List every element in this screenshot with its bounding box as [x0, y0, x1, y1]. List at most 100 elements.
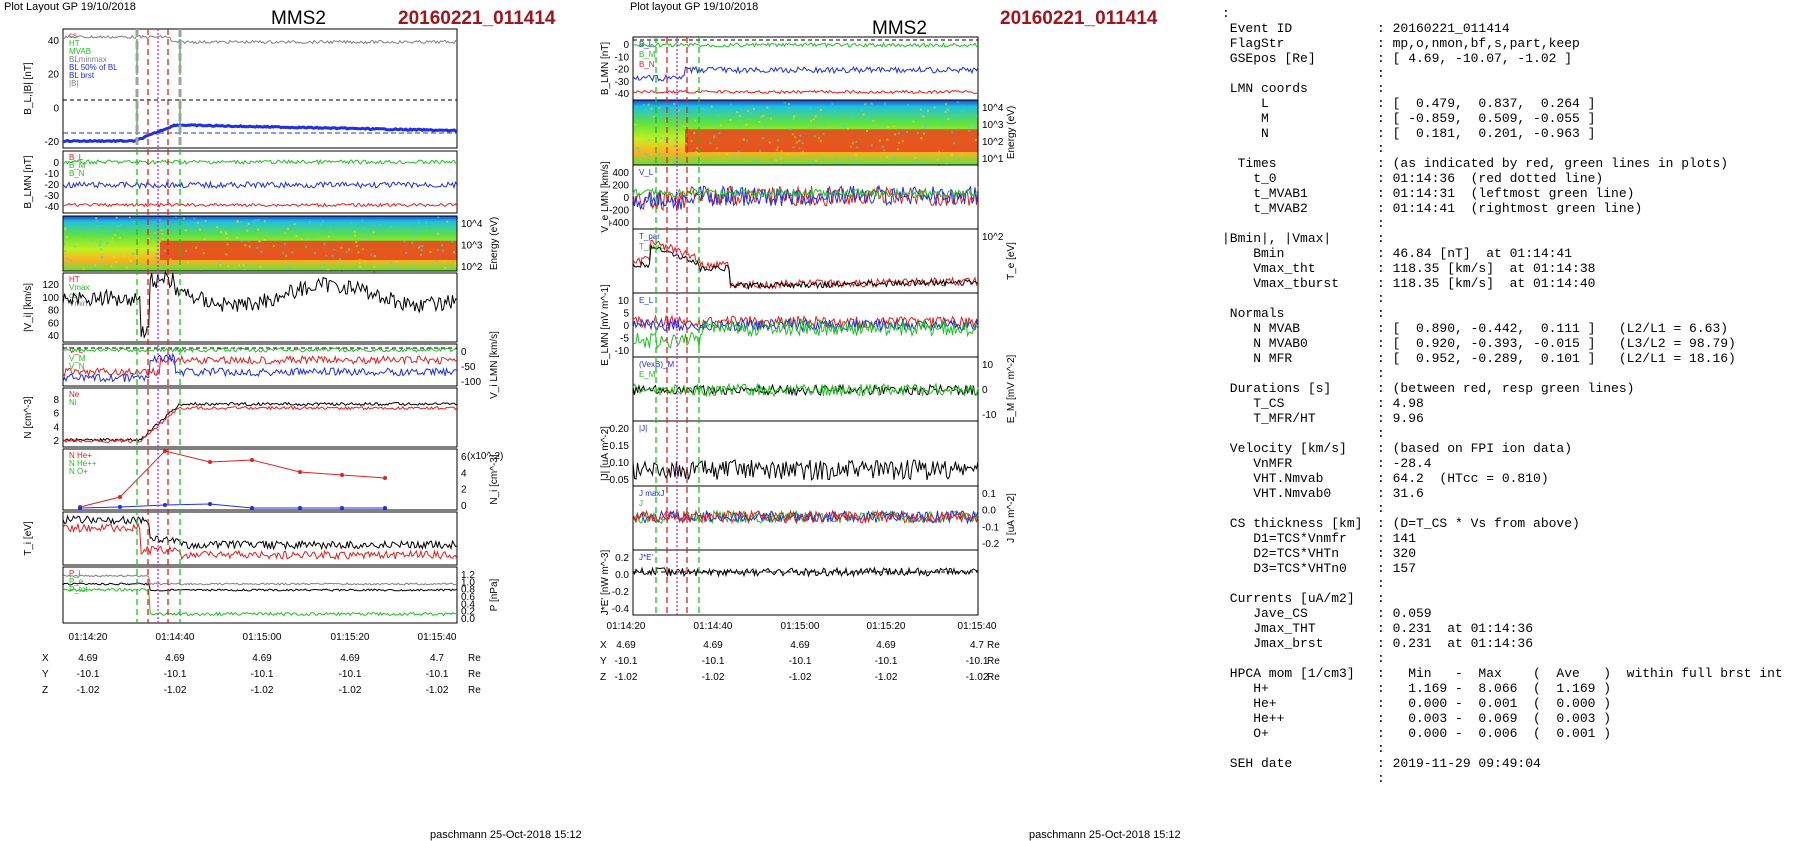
left-o-point: [208, 502, 212, 506]
left-spectrogram-speck: [439, 233, 442, 236]
left-coord-value: -10.1: [251, 669, 274, 680]
left-y-axis-label: T_i [eV]: [23, 521, 34, 556]
middle-spectrogram-speck: [780, 150, 783, 153]
left-tick-label: 0: [53, 158, 59, 169]
middle-legend-entry: E_M: [639, 370, 656, 379]
middle-panel-frame: [632, 549, 979, 616]
middle-spectrogram-hot-band: [685, 129, 978, 152]
middle-spectrogram-speck: [768, 141, 771, 144]
left-spectrogram-speck: [361, 219, 364, 222]
left-spectrogram-speck: [363, 259, 366, 262]
summary-row: VnMFR: -28.4: [1222, 456, 1800, 471]
left-spectrogram-speck: [253, 219, 256, 222]
left-he2-point: [250, 458, 254, 462]
middle-spectrogram-speck: [648, 111, 650, 114]
left-coord-label: X: [42, 653, 49, 664]
left-spectrogram-speck: [455, 262, 457, 265]
middle-coord-label: Y: [600, 656, 607, 667]
middle-spectrogram-speck: [866, 129, 868, 132]
middle-spectrogram-speck: [952, 142, 955, 145]
middle-tick-label-right: -10: [982, 410, 997, 421]
left-spectrogram-speck: [159, 240, 162, 243]
middle-spectrogram-speck: [732, 158, 735, 161]
middle-spectrogram-speck: [740, 110, 743, 112]
summary-key: CS thickness [km]: [1222, 516, 1363, 531]
left-spectrogram-speck: [287, 266, 290, 269]
middle-spectrogram-speck: [819, 140, 822, 143]
middle-spectrogram-speck: [777, 146, 780, 149]
left-spectrogram-speck: [90, 239, 92, 241]
middle-spectrogram-speck: [742, 117, 745, 120]
middle-spectrogram-speck: [897, 148, 899, 151]
left-spectrogram-speck: [425, 221, 428, 224]
left-spectrogram-speck: [259, 265, 262, 268]
summary-key: VHT.Nmvab: [1222, 471, 1324, 486]
middle-tick-label: -40: [615, 89, 630, 100]
middle-spectrogram-speck: [792, 117, 795, 120]
summary-value: :: [1377, 81, 1385, 96]
middle-spectrogram-speck: [659, 140, 662, 143]
summary-value: :: [1377, 231, 1385, 246]
summary-value: :: [1377, 771, 1385, 786]
middle-spectrogram-speck: [786, 122, 789, 125]
left-spectrogram-speck: [327, 235, 330, 238]
middle-spectrogram-speck: [704, 108, 707, 111]
left-legend-entry: B_N: [69, 169, 85, 178]
left-spectrogram-speck: [411, 241, 414, 244]
left-spectrogram-speck: [358, 261, 361, 264]
middle-spectrogram-speck: [718, 132, 721, 134]
summary-row: HPCA mom [1/cm3]: Min - Max ( Ave ) with…: [1222, 666, 1800, 681]
summary-row: N: [ 0.181, 0.201, -0.963 ]: [1222, 126, 1800, 141]
middle-spectrogram-speck: [814, 115, 817, 118]
left-spectrogram-speck: [66, 257, 69, 260]
middle-spectrogram-speck: [951, 131, 954, 134]
middle-panel-jde: 0.2 0.0 -0.2 -0.4J*E' [nW m^-3] J*E': [600, 549, 979, 616]
middle-coord-unit: Re: [987, 672, 1000, 683]
left-spectrogram-speck: [216, 226, 219, 229]
left-spectrogram-speck: [372, 231, 375, 234]
middle-spectrogram-speck: [894, 133, 897, 136]
summary-key: Normals: [1222, 306, 1285, 321]
summary-key: T_MFR/HT: [1222, 411, 1316, 426]
left-tick-label-right: 0: [461, 501, 467, 512]
middle-spectrogram-speck: [936, 158, 939, 161]
left-spectrogram-speck: [159, 222, 162, 225]
summary-value: : [ 0.181, 0.201, -0.963 ]: [1377, 126, 1596, 141]
middle-spectrogram-speck: [669, 139, 672, 142]
middle-spectrogram-speck: [651, 145, 654, 148]
middle-tick-label: 0: [623, 40, 629, 51]
middle-tick-label-right: 10: [982, 360, 994, 371]
left-y-axis-label-right: P [nPa]: [489, 578, 500, 611]
summary-key: Event ID: [1222, 21, 1293, 36]
left-spectrogram-speck: [441, 249, 444, 252]
middle-spectrogram-speck: [694, 119, 697, 122]
middle-spectrogram-speck: [815, 122, 818, 125]
left-spectrogram-speck: [355, 241, 358, 244]
middle-spectrogram-speck: [753, 158, 756, 161]
middle-time-tick: 01:15:40: [958, 621, 997, 632]
middle-trace-bm: [632, 41, 979, 49]
middle-spectrogram-speck: [777, 139, 779, 142]
middle-coord-value: 4.69: [616, 640, 636, 651]
left-spectrogram-speck: [303, 237, 306, 240]
middle-spectrogram-speck: [715, 147, 718, 150]
summary-value: : (based on FPI ion data): [1377, 441, 1573, 456]
left-spectrogram-speck: [333, 248, 336, 251]
left-time-tick: 01:14:40: [156, 632, 195, 643]
middle-spectrogram-speck: [810, 160, 813, 163]
left-panel-frame: [62, 387, 458, 448]
middle-spectrogram-speck: [697, 153, 700, 155]
summary-row: GSEpos [Re]: [ 4.69, -10.07, -1.02 ]: [1222, 51, 1800, 66]
summary-row: t_MVAB1: 01:14:31 (leftmost green line): [1222, 186, 1800, 201]
left-spectrogram-speck: [96, 227, 99, 230]
middle-tick-label: 10: [618, 296, 630, 307]
middle-coord-unit: Re: [987, 640, 1000, 651]
middle-spectrogram-speck: [646, 153, 649, 156]
middle-spectrogram-speck: [719, 124, 722, 127]
middle-spectrogram-speck: [907, 104, 909, 107]
summary-row: Event ID: 20160221_011414: [1222, 21, 1800, 36]
middle-legend-entry: J: [639, 499, 643, 508]
summary-row: :: [1222, 66, 1800, 81]
summary-key: N MVAB: [1222, 321, 1301, 336]
left-layout-label: Plot Layout GP 19/10/2018: [4, 1, 136, 13]
